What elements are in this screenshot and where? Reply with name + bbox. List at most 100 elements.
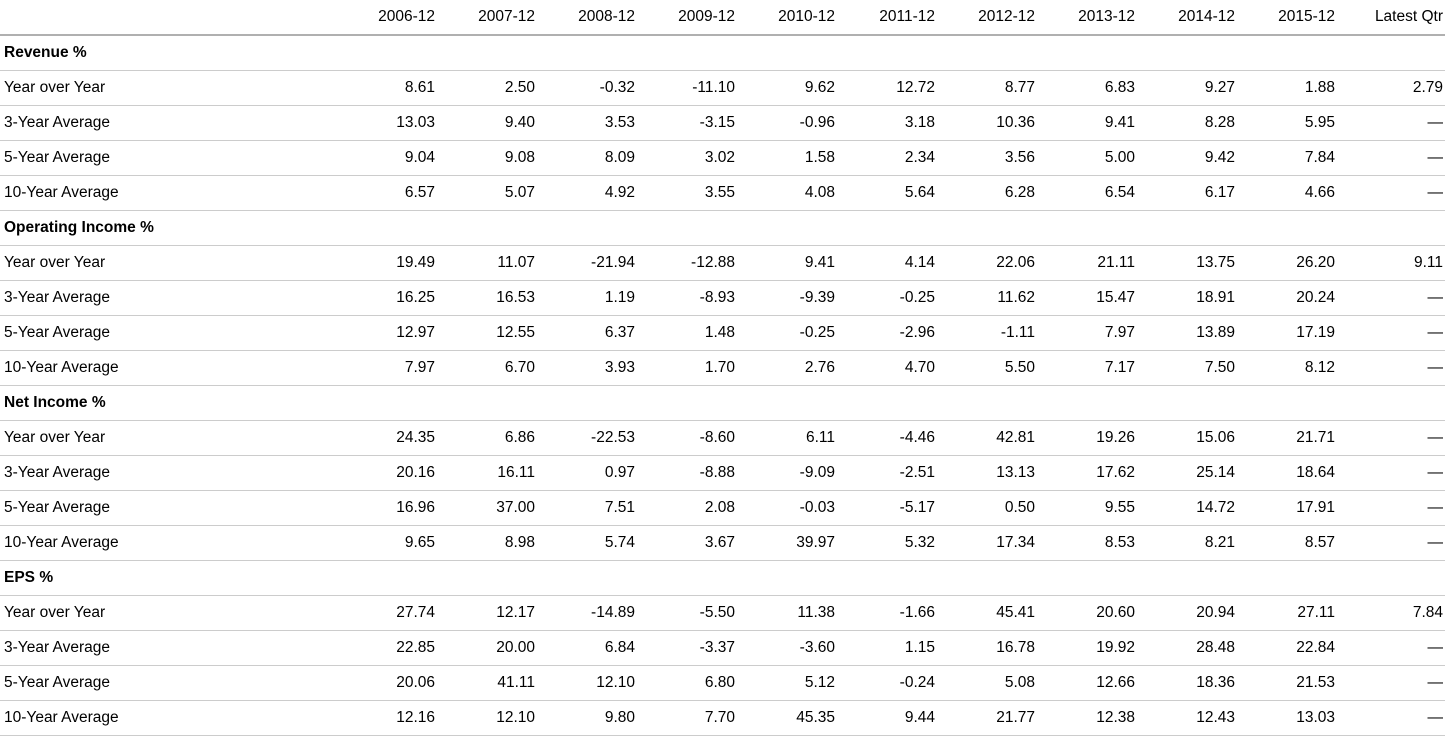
cell-value: -2.51 bbox=[837, 455, 937, 491]
cell-value: 7.97 bbox=[337, 350, 437, 386]
cell-value: -4.46 bbox=[837, 420, 937, 456]
cell-value: 12.17 bbox=[437, 595, 537, 631]
cell-value: 18.64 bbox=[1237, 455, 1337, 491]
cell-value: 20.00 bbox=[437, 630, 537, 666]
table-row: 10-Year Average 12.16 12.10 9.80 7.70 45.35 9.… bbox=[0, 700, 1445, 736]
cell-value: 27.11 bbox=[1237, 595, 1337, 631]
cell-value: 9.42 bbox=[1137, 140, 1237, 176]
cell-value: 21.53 bbox=[1237, 665, 1337, 701]
cell-value: 39.97 bbox=[737, 525, 837, 561]
cell-value: 1.19 bbox=[537, 280, 637, 316]
cell-value: 12.10 bbox=[437, 700, 537, 736]
cell-value: 27.74 bbox=[337, 595, 437, 631]
cell-value: 16.25 bbox=[337, 280, 437, 316]
cell-value: — bbox=[1337, 630, 1445, 666]
cell-value: 9.80 bbox=[537, 700, 637, 736]
cell-value: 21.77 bbox=[937, 700, 1037, 736]
cell-value: -11.10 bbox=[637, 70, 737, 106]
cell-value: -14.89 bbox=[537, 595, 637, 631]
cell-value: 8.12 bbox=[1237, 350, 1337, 386]
cell-value: 9.41 bbox=[1037, 105, 1137, 141]
cell-value: -0.32 bbox=[537, 70, 637, 106]
cell-value: 6.28 bbox=[937, 175, 1037, 211]
cell-value: 9.62 bbox=[737, 70, 837, 106]
table-row: 10-Year Average 9.65 8.98 5.74 3.67 39.97 5.32… bbox=[0, 525, 1445, 561]
cell-value: 5.12 bbox=[737, 665, 837, 701]
cell-value: 6.86 bbox=[437, 420, 537, 456]
cell-value: — bbox=[1337, 105, 1445, 141]
cell-value: 22.84 bbox=[1237, 630, 1337, 666]
cell-value: — bbox=[1337, 315, 1445, 351]
cell-value: 13.89 bbox=[1137, 315, 1237, 351]
column-header: 2012-12 bbox=[937, 0, 1037, 36]
cell-value: 6.57 bbox=[337, 175, 437, 211]
cell-value: 1.48 bbox=[637, 315, 737, 351]
cell-value: 11.62 bbox=[937, 280, 1037, 316]
row-label: 5-Year Average bbox=[0, 315, 337, 351]
cell-value: 21.71 bbox=[1237, 420, 1337, 456]
cell-value: 9.44 bbox=[837, 700, 937, 736]
cell-value: -3.60 bbox=[737, 630, 837, 666]
cell-value: 1.88 bbox=[1237, 70, 1337, 106]
cell-value: 22.85 bbox=[337, 630, 437, 666]
cell-value: 3.67 bbox=[637, 525, 737, 561]
cell-value: 13.75 bbox=[1137, 245, 1237, 281]
cell-value: 8.28 bbox=[1137, 105, 1237, 141]
cell-value: 5.07 bbox=[437, 175, 537, 211]
cell-value: 3.53 bbox=[537, 105, 637, 141]
cell-value: -2.96 bbox=[837, 315, 937, 351]
cell-value: 15.06 bbox=[1137, 420, 1237, 456]
cell-value: 24.35 bbox=[337, 420, 437, 456]
cell-value: 16.11 bbox=[437, 455, 537, 491]
cell-value: 7.50 bbox=[1137, 350, 1237, 386]
table-row: 3-Year Average 22.85 20.00 6.84 -3.37 -3.60 1.… bbox=[0, 630, 1445, 666]
table-row: Year over Year 19.49 11.07 -21.94 -12.88 9.41… bbox=[0, 245, 1445, 281]
column-header: 2006-12 bbox=[337, 0, 437, 36]
row-label: 3-Year Average bbox=[0, 105, 337, 141]
cell-value: -3.15 bbox=[637, 105, 737, 141]
cell-value: -5.17 bbox=[837, 490, 937, 526]
cell-value: 5.95 bbox=[1237, 105, 1337, 141]
cell-value: 17.19 bbox=[1237, 315, 1337, 351]
cell-value: 9.27 bbox=[1137, 70, 1237, 106]
row-label: Year over Year bbox=[0, 70, 337, 106]
cell-value: 6.54 bbox=[1037, 175, 1137, 211]
table-row: 3-Year Average 16.25 16.53 1.19 -8.93 -9.39 -0… bbox=[0, 280, 1445, 316]
section-row: Operating Income % bbox=[0, 210, 1445, 246]
cell-value: — bbox=[1337, 420, 1445, 456]
cell-value: -0.25 bbox=[837, 280, 937, 316]
cell-value: 16.78 bbox=[937, 630, 1037, 666]
cell-value: 12.16 bbox=[337, 700, 437, 736]
cell-value: 6.80 bbox=[637, 665, 737, 701]
cell-value: -3.37 bbox=[637, 630, 737, 666]
cell-value: 17.62 bbox=[1037, 455, 1137, 491]
cell-value: -1.11 bbox=[937, 315, 1037, 351]
cell-value: 41.11 bbox=[437, 665, 537, 701]
header-row: 2006-12 2007-12 2008-12 2009-12 2010-12 2011-… bbox=[0, 0, 1445, 36]
cell-value: 8.53 bbox=[1037, 525, 1137, 561]
cell-value: 18.91 bbox=[1137, 280, 1237, 316]
cell-value: -21.94 bbox=[537, 245, 637, 281]
cell-value: — bbox=[1337, 280, 1445, 316]
cell-value: 9.55 bbox=[1037, 490, 1137, 526]
table-row: Year over Year 27.74 12.17 -14.89 -5.50 11.38… bbox=[0, 595, 1445, 631]
cell-value: 9.65 bbox=[337, 525, 437, 561]
cell-value: 5.50 bbox=[937, 350, 1037, 386]
cell-value: 3.18 bbox=[837, 105, 937, 141]
row-label: 10-Year Average bbox=[0, 700, 337, 736]
cell-value: 3.55 bbox=[637, 175, 737, 211]
column-header: 2013-12 bbox=[1037, 0, 1137, 36]
cell-value: 16.96 bbox=[337, 490, 437, 526]
cell-value: 15.47 bbox=[1037, 280, 1137, 316]
cell-value: -0.24 bbox=[837, 665, 937, 701]
row-label: 10-Year Average bbox=[0, 175, 337, 211]
cell-value: 7.84 bbox=[1237, 140, 1337, 176]
cell-value: 8.09 bbox=[537, 140, 637, 176]
cell-value: -0.25 bbox=[737, 315, 837, 351]
cell-value: 9.40 bbox=[437, 105, 537, 141]
cell-value: 4.66 bbox=[1237, 175, 1337, 211]
cell-value: 20.06 bbox=[337, 665, 437, 701]
section-row: Net Income % bbox=[0, 385, 1445, 421]
cell-value: 19.26 bbox=[1037, 420, 1137, 456]
cell-value: -0.96 bbox=[737, 105, 837, 141]
